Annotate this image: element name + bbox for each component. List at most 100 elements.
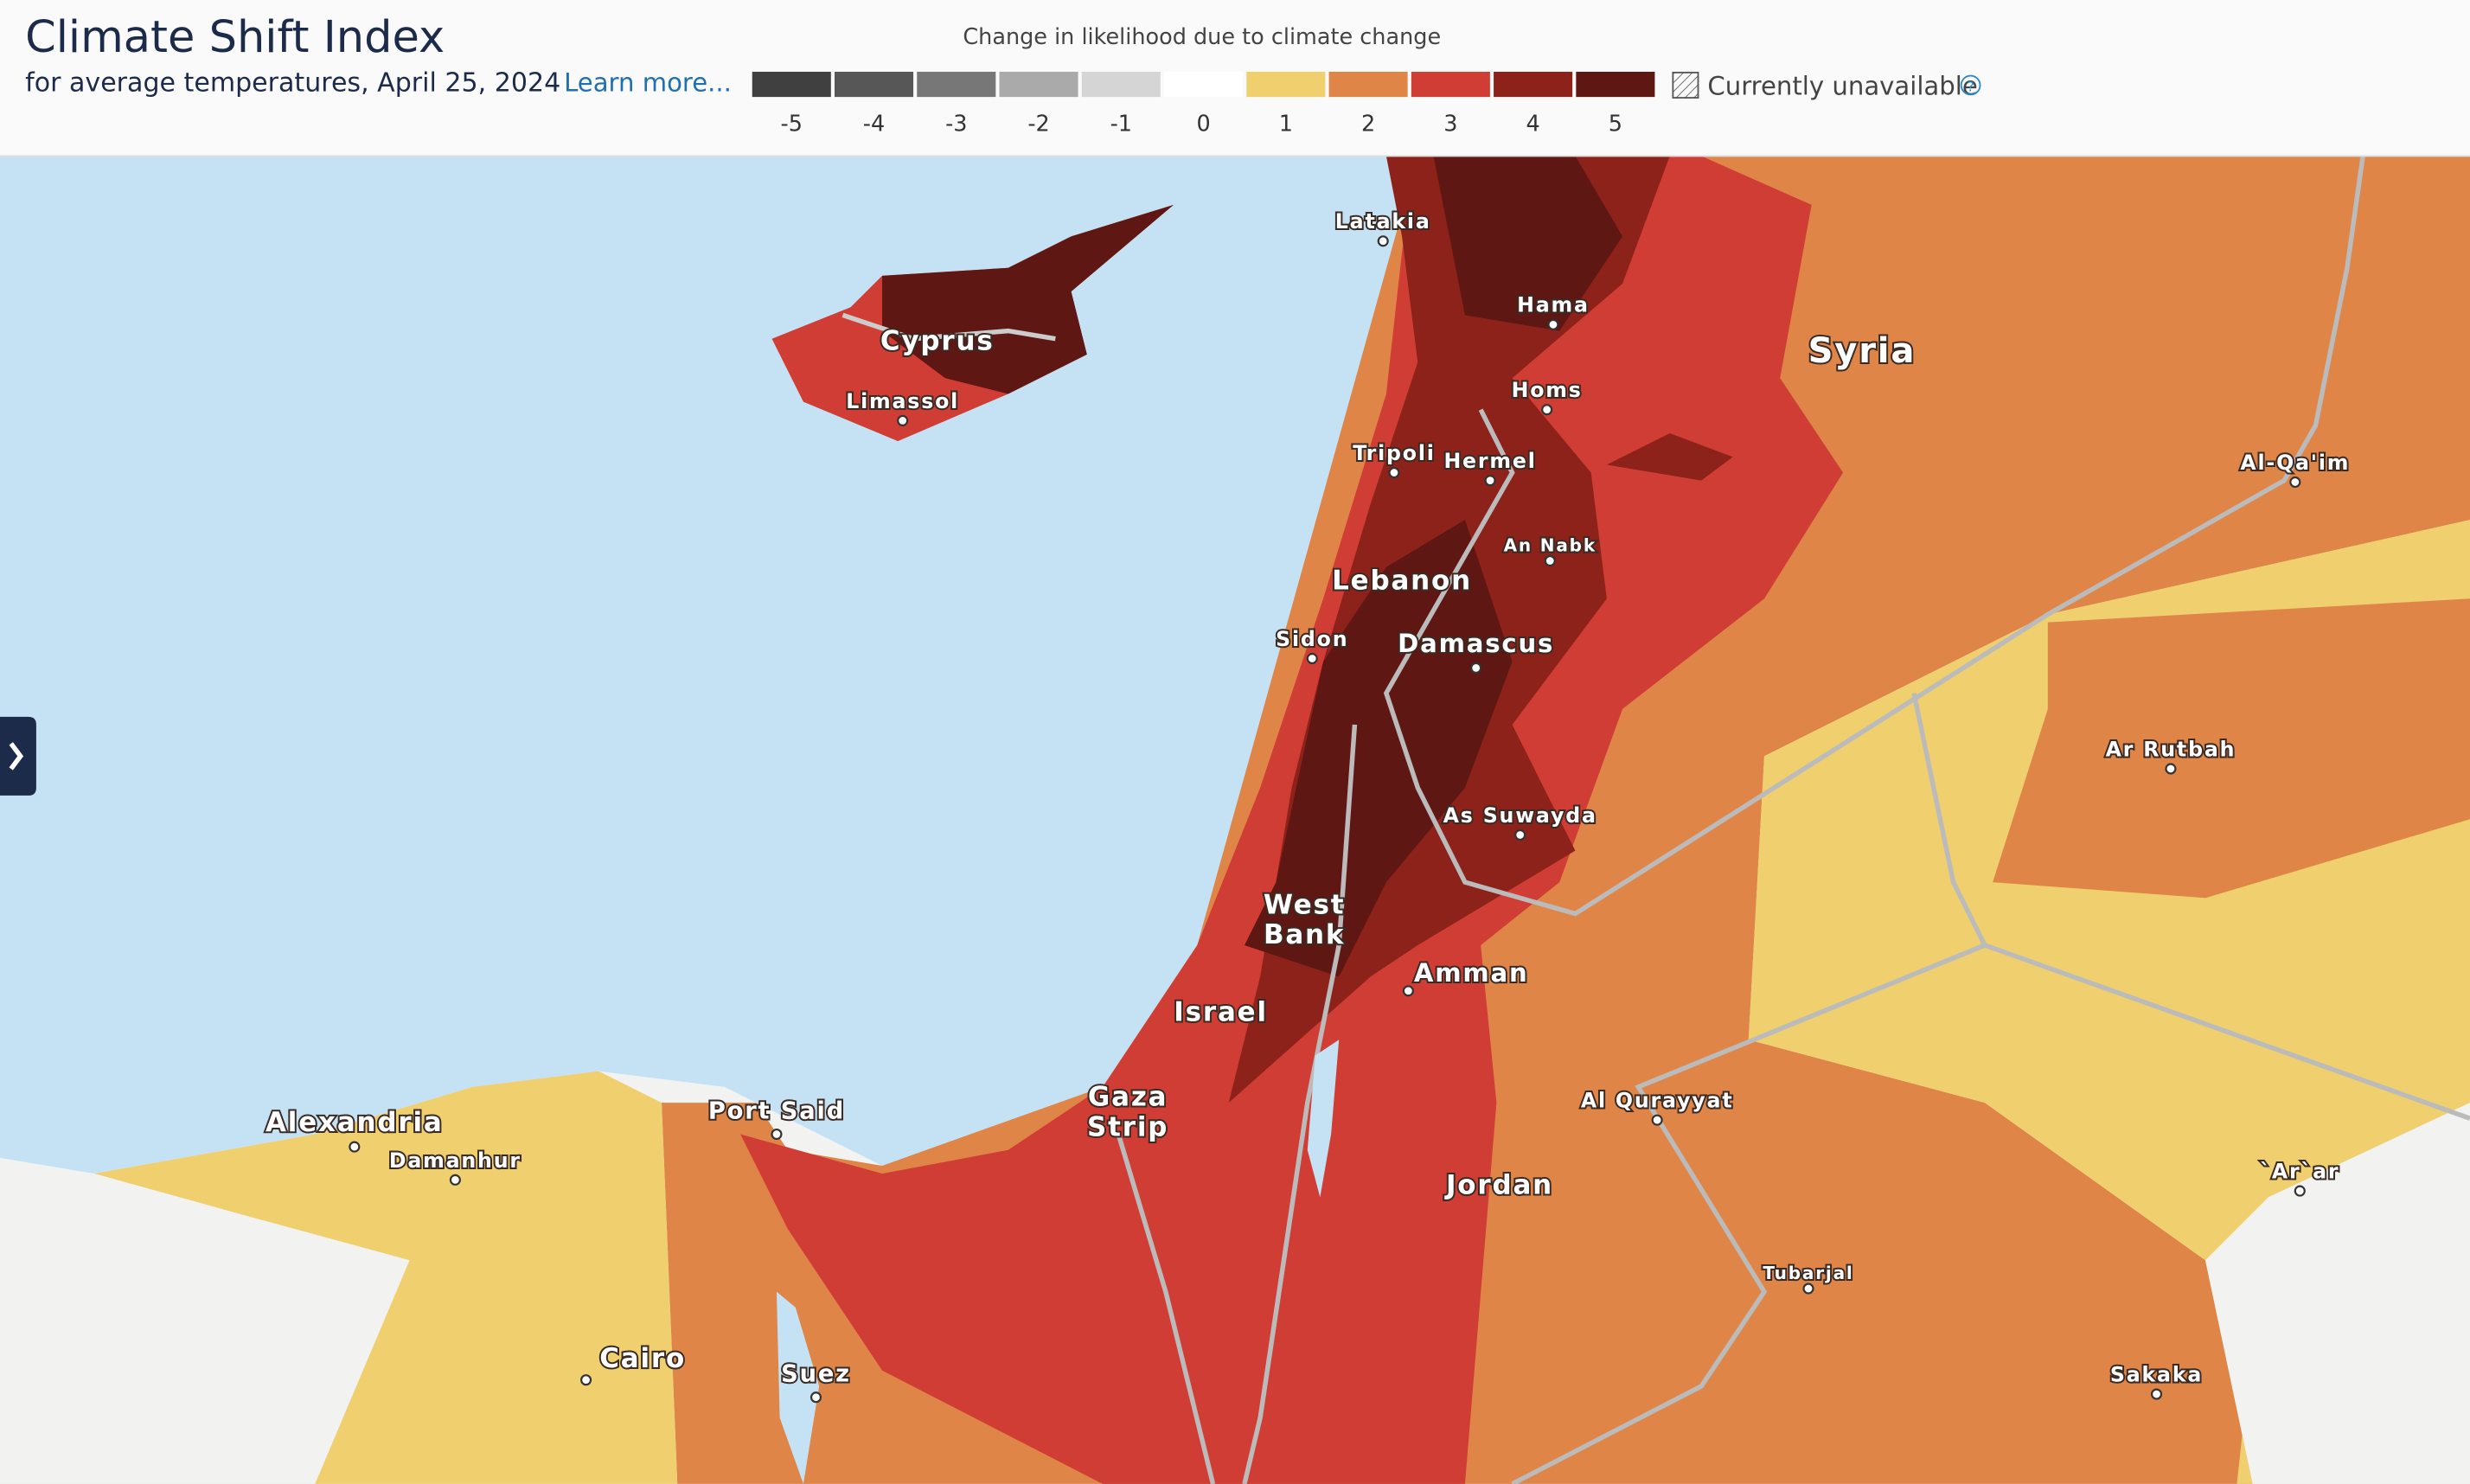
legend-tick-label: 3	[1443, 111, 1457, 137]
place-label: Hama	[1517, 293, 1590, 317]
legend-swatch	[1409, 70, 1492, 99]
place-label: Amman	[1414, 958, 1529, 988]
unavailable-swatch	[1672, 71, 1699, 99]
place-marker	[897, 414, 909, 426]
place-marker	[449, 1174, 461, 1186]
legend-swatch	[1245, 70, 1328, 99]
place-marker	[1306, 652, 1318, 665]
place-label: Al-Qa'im	[2240, 451, 2350, 475]
legend-tick-label: 4	[1526, 111, 1539, 137]
legend-swatch	[833, 70, 915, 99]
place-label: Al Qurayyat	[1581, 1089, 1734, 1113]
place-label: West	[1264, 890, 1346, 921]
border	[841, 312, 1056, 342]
place-label: Homs	[1512, 378, 1583, 402]
place-marker	[1541, 404, 1553, 416]
border	[1911, 692, 2470, 1121]
place-label: Bank	[1264, 919, 1345, 950]
place-label: Tubarjal	[1763, 1263, 1853, 1283]
learn-more-link[interactable]: Learn more...	[564, 68, 732, 98]
place-label: Tripoli	[1353, 441, 1435, 465]
place-label: Sidon	[1276, 627, 1348, 651]
place-label: Port Said	[708, 1097, 845, 1124]
lake	[1307, 1039, 1340, 1198]
help-icon-glyph: ?	[1967, 79, 1974, 95]
zone-2	[1993, 598, 2470, 899]
place-marker	[1514, 828, 1526, 841]
unavailable-label: Currently unavailable	[1707, 71, 1977, 100]
place-label: Ar Rutbah	[2106, 737, 2236, 761]
legend-swatch	[1327, 70, 1410, 99]
place-label: Limassol	[846, 389, 959, 413]
place-marker	[1651, 1114, 1663, 1126]
place-label: Damascus	[1398, 629, 1554, 658]
place-marker	[1377, 235, 1389, 247]
place-label: An Nabk	[1504, 535, 1597, 556]
place-label: Israel	[1174, 996, 1268, 1027]
legend-tick-label: 5	[1609, 111, 1622, 137]
place-marker	[1802, 1283, 1814, 1295]
place-label: Cairo	[599, 1343, 686, 1374]
land	[2205, 1103, 2470, 1484]
legend-caption: Change in likelihood due to climate chan…	[963, 24, 1441, 50]
place-label: `Ar`ar	[2260, 1160, 2339, 1184]
legend-swatch	[1162, 70, 1245, 99]
legend-swatch	[1492, 70, 1574, 99]
place-marker	[1544, 554, 1556, 567]
place-marker	[2294, 1185, 2306, 1197]
place-label: Sakaka	[2110, 1363, 2203, 1387]
place-marker	[1484, 475, 1496, 487]
zone-5	[882, 204, 1174, 394]
legend-tick-label: -3	[945, 111, 967, 137]
place-marker	[1402, 985, 1414, 997]
legend-tick-label: 2	[1361, 111, 1375, 137]
title: Climate Shift Index	[25, 12, 445, 63]
place-label: Suez	[781, 1361, 851, 1388]
place-marker	[1547, 318, 1559, 330]
legend-swatch	[1079, 70, 1162, 99]
place-marker	[809, 1391, 822, 1404]
zone-5	[1244, 520, 1513, 977]
side-panel-toggle[interactable]	[0, 716, 36, 796]
place-marker	[2165, 763, 2177, 775]
place-label: Alexandria	[266, 1107, 444, 1138]
legend-tick-label: 0	[1196, 111, 1210, 137]
zone-5	[1433, 156, 1623, 331]
place-label: Syria	[1808, 331, 1916, 371]
help-icon[interactable]	[1960, 74, 1981, 96]
legend-swatch	[997, 70, 1080, 99]
legend-swatch	[750, 70, 833, 99]
place-marker	[580, 1374, 592, 1386]
chevron-icon	[9, 742, 24, 771]
map: Latakia Hama Syria Cyprus Limassol Homs Tripol…	[0, 156, 2470, 1484]
lake	[776, 1291, 820, 1484]
legend-tick-label: -5	[781, 111, 803, 137]
place-marker	[349, 1141, 361, 1153]
place-label: Cyprus	[880, 325, 995, 356]
legend-tick-label: -1	[1110, 111, 1132, 137]
legend-tick-label: 1	[1279, 111, 1293, 137]
place-label: Strip	[1087, 1111, 1168, 1142]
border	[1242, 724, 1358, 1484]
place-label: Gaza	[1088, 1082, 1168, 1113]
border	[1116, 1133, 1216, 1484]
place-label: Hermel	[1443, 449, 1536, 473]
subtitle: for average temperatures, April 25, 2024	[25, 68, 560, 99]
zone-4	[1606, 433, 1733, 481]
place-marker	[2289, 476, 2301, 489]
border	[1383, 156, 2365, 917]
zone-1	[94, 1071, 678, 1484]
border	[1511, 943, 1987, 1484]
place-label: Jordan	[1444, 1170, 1553, 1201]
place-marker	[1388, 466, 1400, 479]
place-marker	[771, 1128, 783, 1141]
legend-tick-label: -2	[1027, 111, 1049, 137]
place-label: Lebanon	[1332, 565, 1472, 596]
legend-tick-label: -4	[863, 111, 885, 137]
place-label: Damanhur	[389, 1148, 522, 1173]
place-label: Latakia	[1335, 209, 1431, 233]
place-marker	[1470, 662, 1482, 674]
place-marker	[2150, 1388, 2163, 1400]
